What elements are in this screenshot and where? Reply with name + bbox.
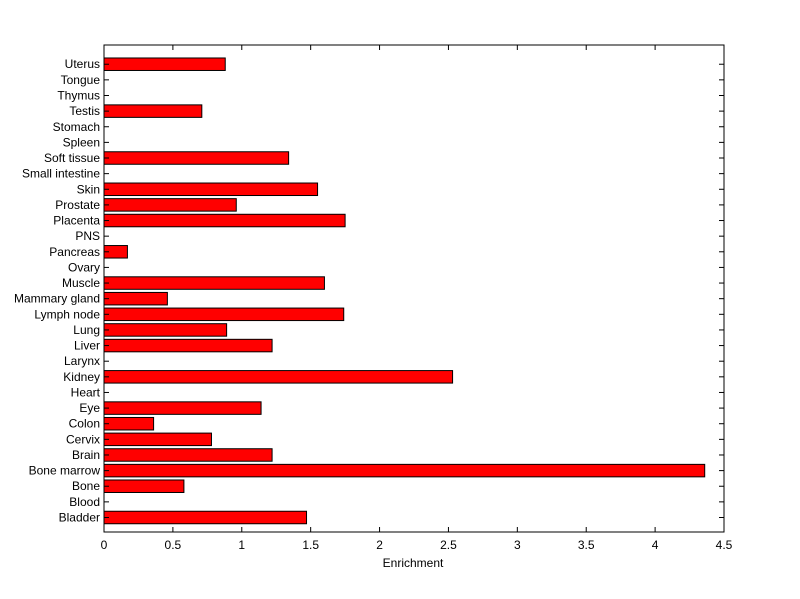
category-label: Small intestine bbox=[22, 167, 100, 181]
category-label: Soft tissue bbox=[44, 151, 100, 165]
category-label: Eye bbox=[79, 401, 100, 415]
category-label: Skin bbox=[77, 182, 100, 196]
bar-lung bbox=[103, 323, 228, 337]
category-label: Colon bbox=[69, 417, 100, 431]
category-label: Testis bbox=[69, 104, 100, 118]
bars-group bbox=[103, 57, 706, 525]
category-label: Stomach bbox=[53, 120, 100, 134]
bar-lymph-node bbox=[103, 307, 345, 322]
category-label: Mammary gland bbox=[14, 292, 100, 306]
x-tick-label: 0.5 bbox=[165, 538, 182, 552]
category-label: Pancreas bbox=[49, 245, 100, 259]
bar-prostate bbox=[103, 198, 237, 212]
bar-testis bbox=[103, 104, 203, 118]
category-label: Bone marrow bbox=[29, 464, 101, 478]
category-label: Lung bbox=[73, 323, 100, 337]
category-label: Prostate bbox=[55, 198, 100, 212]
category-label: Thymus bbox=[57, 88, 100, 102]
category-label: Muscle bbox=[62, 276, 100, 290]
category-label: Kidney bbox=[63, 370, 100, 384]
x-tick-label: 4 bbox=[652, 538, 659, 552]
bar-uterus bbox=[103, 57, 226, 71]
plot-frame bbox=[103, 44, 725, 533]
ticks-group bbox=[103, 45, 725, 532]
bar-bone bbox=[103, 479, 185, 493]
x-tick-label: 3.5 bbox=[578, 538, 595, 552]
category-label: Cervix bbox=[66, 432, 100, 446]
category-label: Uterus bbox=[65, 57, 100, 71]
category-label: Lymph node bbox=[34, 307, 100, 321]
x-tick-label: 4.5 bbox=[716, 538, 733, 552]
category-label: Heart bbox=[71, 385, 101, 399]
x-tick-label: 2 bbox=[376, 538, 383, 552]
category-label: Blood bbox=[69, 495, 100, 509]
bar-kidney bbox=[103, 370, 454, 384]
bar-brain bbox=[103, 448, 273, 462]
category-label: Placenta bbox=[53, 214, 100, 228]
category-label: Bone bbox=[72, 479, 100, 493]
bar-eye bbox=[103, 401, 262, 415]
bar-liver bbox=[103, 338, 273, 353]
bar-mammary-gland bbox=[103, 291, 168, 306]
category-label: Ovary bbox=[68, 260, 100, 274]
category-label: Larynx bbox=[64, 354, 100, 368]
category-label: Bladder bbox=[59, 511, 100, 525]
x-tick-label: 1.5 bbox=[302, 538, 319, 552]
category-label: PNS bbox=[75, 229, 100, 243]
category-label: Tongue bbox=[61, 73, 101, 87]
x-axis-title: Enrichment bbox=[383, 556, 444, 570]
bar-colon bbox=[103, 416, 155, 431]
x-tick-label: 3 bbox=[514, 538, 521, 552]
category-label: Spleen bbox=[63, 135, 100, 149]
bar-skin bbox=[103, 182, 319, 197]
x-tick-label: 2.5 bbox=[440, 538, 457, 552]
bar-bone-marrow bbox=[103, 463, 706, 478]
x-tick-label: 0 bbox=[101, 538, 108, 552]
category-label: Brain bbox=[72, 448, 100, 462]
x-tick-label: 1 bbox=[238, 538, 245, 552]
category-label: Liver bbox=[74, 339, 100, 353]
bar-muscle bbox=[103, 276, 325, 290]
bar-bladder bbox=[103, 510, 308, 525]
bar-placenta bbox=[103, 213, 346, 228]
x-tick-labels: 0 0.5 1 1.5 2 2.5 3 3.5 4 4.5 bbox=[101, 538, 733, 552]
bar-cervix bbox=[103, 432, 212, 447]
bar-soft-tissue bbox=[103, 151, 290, 165]
